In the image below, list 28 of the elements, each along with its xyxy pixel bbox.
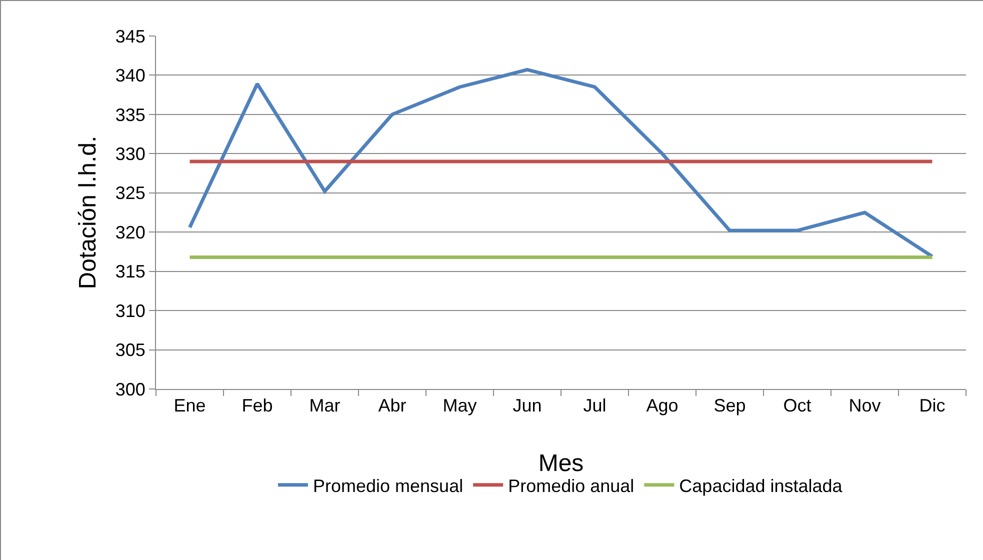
y-tick-label: 310 [115,300,146,321]
y-tick-label: 330 [115,144,146,164]
line-series [188,68,934,258]
x-tick-label: Oct [783,396,812,416]
y-axis-title: Dotación l.h.d. [74,136,102,290]
x-tick-label: Mar [309,396,340,416]
x-tick-label: Jun [512,396,542,416]
legend-label: Capacidad instalada [679,476,844,496]
y-tick-label: 320 [115,222,146,242]
y-tick-label: 340 [115,66,146,86]
x-tick-label: Ago [646,396,678,416]
x-tick-label: Ene [174,396,206,416]
y-tick-label: 335 [115,104,146,125]
legend-label: Promedio mensual [313,476,464,496]
y-tick-label: 305 [115,340,146,360]
x-tick-label: May [442,396,477,416]
x-tick-label: Abr [378,396,406,416]
y-tick-label: 325 [115,183,146,204]
y-tick-label: 345 [115,26,146,46]
x-tick-label: Dic [919,396,946,416]
y-tick-label: 300 [115,379,146,400]
x-tick-label: Jul [583,396,606,416]
legend-label: Promedio anual [508,476,634,496]
x-tick-label: Sep [714,396,746,416]
x-tick-label: Feb [242,396,273,416]
y-tick-label: 315 [115,262,146,282]
x-axis-title: Mes [538,450,584,477]
x-tick-label: Nov [848,396,881,416]
